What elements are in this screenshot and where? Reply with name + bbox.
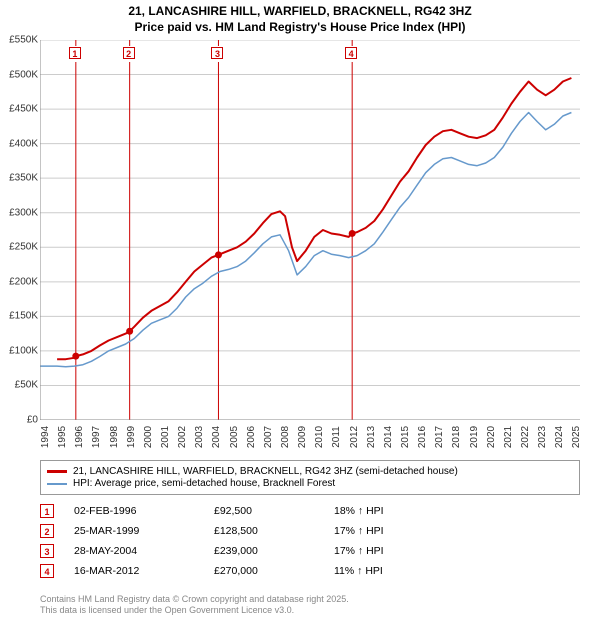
y-axis-label: £200K bbox=[0, 276, 38, 287]
row-price: £239,000 bbox=[214, 545, 334, 557]
footer-line-1: Contains HM Land Registry data © Crown c… bbox=[40, 594, 580, 605]
y-axis-label: £400K bbox=[0, 138, 38, 149]
chart-marker: 3 bbox=[211, 47, 223, 59]
row-hpi: 18% ↑ HPI bbox=[334, 505, 454, 517]
x-axis-label: 2016 bbox=[417, 426, 428, 448]
y-axis-label: £500K bbox=[0, 69, 38, 80]
x-axis-label: 2006 bbox=[246, 426, 257, 448]
row-marker: 3 bbox=[40, 544, 54, 558]
table-row: 1 02-FEB-1996£92,50018% ↑ HPI bbox=[40, 504, 580, 518]
x-axis-label: 2024 bbox=[554, 426, 565, 448]
x-axis-label: 2020 bbox=[486, 426, 497, 448]
x-axis-label: 2014 bbox=[383, 426, 394, 448]
x-axis-label: 2015 bbox=[400, 426, 411, 448]
row-hpi: 11% ↑ HPI bbox=[334, 565, 454, 577]
y-axis-label: £100K bbox=[0, 345, 38, 356]
y-axis-label: £550K bbox=[0, 35, 38, 46]
x-axis-label: 2021 bbox=[503, 426, 514, 448]
row-price: £128,500 bbox=[214, 525, 334, 537]
x-axis-label: 2003 bbox=[194, 426, 205, 448]
y-axis-label: £300K bbox=[0, 207, 38, 218]
x-axis-label: 1997 bbox=[91, 426, 102, 448]
x-axis-label: 2009 bbox=[297, 426, 308, 448]
x-axis-label: 2011 bbox=[331, 426, 342, 448]
x-axis-label: 1998 bbox=[109, 426, 120, 448]
x-axis-label: 2012 bbox=[349, 426, 360, 448]
row-price: £92,500 bbox=[214, 505, 334, 517]
row-price: £270,000 bbox=[214, 565, 334, 577]
legend-swatch-hpi bbox=[47, 483, 67, 485]
y-axis-label: £450K bbox=[0, 104, 38, 115]
y-axis-label: £350K bbox=[0, 173, 38, 184]
table-row: 4 16-MAR-2012£270,00011% ↑ HPI bbox=[40, 564, 580, 578]
row-marker: 4 bbox=[40, 564, 54, 578]
row-date: 02-FEB-1996 bbox=[74, 505, 214, 517]
table-row: 2 25-MAR-1999£128,50017% ↑ HPI bbox=[40, 524, 580, 538]
y-axis-label: £0 bbox=[0, 415, 38, 426]
sales-table: 1 02-FEB-1996£92,50018% ↑ HPI 2 25-MAR-1999… bbox=[40, 504, 580, 584]
x-axis-label: 2008 bbox=[280, 426, 291, 448]
x-axis-label: 2018 bbox=[451, 426, 462, 448]
x-axis-label: 2004 bbox=[211, 426, 222, 448]
x-axis-label: 2022 bbox=[520, 426, 531, 448]
x-axis-label: 1996 bbox=[74, 426, 85, 448]
x-axis-label: 2025 bbox=[571, 426, 582, 448]
chart-marker: 1 bbox=[69, 47, 81, 59]
row-hpi: 17% ↑ HPI bbox=[334, 545, 454, 557]
legend-label-hpi: HPI: Average price, semi-detached house,… bbox=[73, 478, 335, 489]
x-axis-label: 2023 bbox=[537, 426, 548, 448]
y-axis-label: £150K bbox=[0, 311, 38, 322]
row-hpi: 17% ↑ HPI bbox=[334, 525, 454, 537]
chart-svg bbox=[40, 40, 580, 420]
row-date: 25-MAR-1999 bbox=[74, 525, 214, 537]
x-axis-label: 1999 bbox=[126, 426, 137, 448]
x-axis-label: 2001 bbox=[160, 426, 171, 448]
table-row: 3 28-MAY-2004£239,00017% ↑ HPI bbox=[40, 544, 580, 558]
x-axis-label: 2013 bbox=[366, 426, 377, 448]
legend: 21, LANCASHIRE HILL, WARFIELD, BRACKNELL… bbox=[40, 460, 580, 495]
chart-plot-area: £0£50K£100K£150K£200K£250K£300K£350K£400… bbox=[40, 40, 580, 420]
chart-title-block: 21, LANCASHIRE HILL, WARFIELD, BRACKNELL… bbox=[0, 0, 600, 35]
x-axis-label: 2000 bbox=[143, 426, 154, 448]
x-axis-label: 2005 bbox=[229, 426, 240, 448]
footer-attribution: Contains HM Land Registry data © Crown c… bbox=[40, 594, 580, 616]
legend-label-price: 21, LANCASHIRE HILL, WARFIELD, BRACKNELL… bbox=[73, 466, 458, 477]
row-date: 28-MAY-2004 bbox=[74, 545, 214, 557]
x-axis-label: 2007 bbox=[263, 426, 274, 448]
footer-line-2: This data is licensed under the Open Gov… bbox=[40, 605, 580, 616]
row-date: 16-MAR-2012 bbox=[74, 565, 214, 577]
row-marker: 1 bbox=[40, 504, 54, 518]
x-axis-label: 2010 bbox=[314, 426, 325, 448]
x-axis-label: 1994 bbox=[40, 426, 51, 448]
legend-item-hpi: HPI: Average price, semi-detached house,… bbox=[47, 478, 573, 489]
x-axis-label: 1995 bbox=[57, 426, 68, 448]
title-line-2: Price paid vs. HM Land Registry's House … bbox=[0, 20, 600, 36]
title-line-1: 21, LANCASHIRE HILL, WARFIELD, BRACKNELL… bbox=[0, 4, 600, 20]
x-axis-label: 2002 bbox=[177, 426, 188, 448]
y-axis-label: £250K bbox=[0, 242, 38, 253]
y-axis-label: £50K bbox=[0, 380, 38, 391]
chart-marker: 2 bbox=[123, 47, 135, 59]
legend-swatch-price bbox=[47, 470, 67, 473]
x-axis-label: 2019 bbox=[469, 426, 480, 448]
chart-marker: 4 bbox=[345, 47, 357, 59]
legend-item-price: 21, LANCASHIRE HILL, WARFIELD, BRACKNELL… bbox=[47, 466, 573, 477]
x-axis-label: 2017 bbox=[434, 426, 445, 448]
row-marker: 2 bbox=[40, 524, 54, 538]
